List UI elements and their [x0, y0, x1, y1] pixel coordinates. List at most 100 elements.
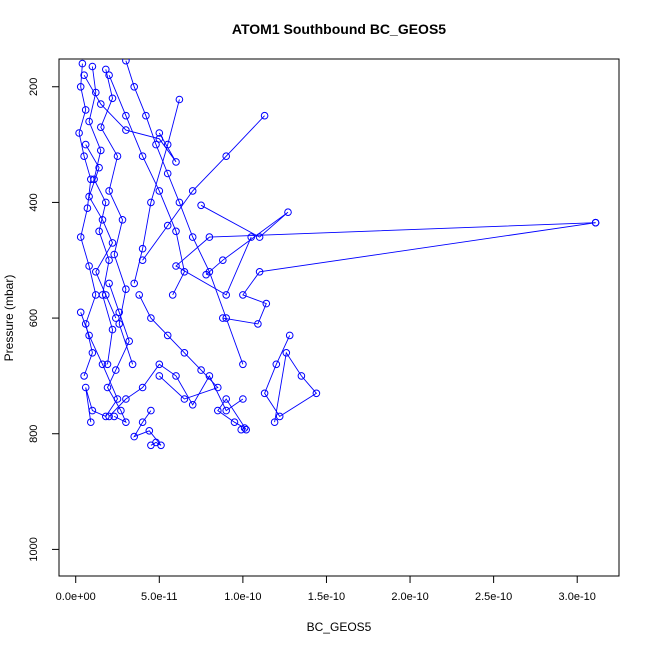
data-point — [145, 427, 154, 435]
profile-series — [97, 65, 137, 369]
data-point — [222, 291, 230, 299]
data-point — [239, 395, 247, 403]
data-point — [118, 216, 127, 224]
data-point — [88, 349, 97, 357]
profile-series — [103, 279, 133, 427]
data-point — [219, 314, 227, 322]
data-point — [81, 140, 90, 149]
data-point — [155, 372, 164, 380]
data-point — [147, 441, 155, 450]
data-point — [202, 270, 210, 279]
data-point — [591, 218, 600, 227]
data-point — [214, 383, 222, 392]
profile-series — [80, 71, 180, 166]
data-point — [285, 331, 294, 340]
data-point — [155, 129, 164, 137]
data-point — [242, 425, 250, 434]
data-point — [108, 239, 117, 247]
data-point — [147, 406, 155, 415]
data-point — [138, 152, 147, 160]
data-point — [115, 308, 123, 317]
data-point — [97, 100, 105, 108]
data-point — [163, 169, 172, 178]
profile-line — [133, 99, 180, 284]
profile-line — [142, 115, 265, 261]
data-point — [110, 412, 118, 421]
data-point — [83, 204, 92, 212]
profile-line — [108, 363, 244, 417]
y-axis-label: Pressure (mbar) — [2, 275, 16, 362]
profile-series — [219, 218, 600, 328]
data-point — [85, 331, 93, 340]
data-point — [122, 126, 130, 134]
data-point — [260, 389, 269, 398]
data-point — [197, 201, 205, 210]
data-point — [297, 372, 306, 380]
data-point — [85, 117, 93, 126]
y-tick-label: 800 — [28, 425, 40, 443]
profile-line — [106, 283, 130, 424]
data-point — [125, 337, 133, 346]
data-point — [282, 349, 291, 357]
data-point — [76, 308, 85, 317]
data-point — [188, 187, 197, 195]
data-point — [130, 279, 138, 288]
data-point — [138, 256, 147, 265]
data-point — [219, 256, 227, 265]
data-point — [272, 360, 281, 369]
data-point — [105, 279, 113, 288]
data-point — [230, 418, 239, 427]
plot-frame — [58, 58, 620, 577]
profile-series — [81, 140, 120, 322]
profile-line — [83, 74, 177, 163]
profile-series — [214, 395, 250, 434]
x-axis: 0.0e+00 5.0e-11 1.0e-10 1.5e-10 2.0e-10 2.5e-… — [56, 575, 596, 603]
data-point — [108, 325, 117, 334]
data-point — [95, 163, 103, 172]
data-point — [152, 140, 160, 149]
data-point — [260, 111, 269, 120]
data-point — [113, 152, 122, 160]
data-point — [172, 372, 180, 380]
data-point — [163, 221, 172, 230]
data-point — [98, 216, 107, 224]
data-point — [102, 291, 110, 299]
profile-series — [260, 331, 321, 427]
profile-line — [80, 312, 119, 423]
profile-line — [100, 69, 134, 365]
data-point — [95, 227, 103, 236]
profile-series — [85, 62, 117, 369]
data-point — [312, 389, 321, 398]
data-point — [80, 71, 88, 79]
x-axis-label: BC_GEOS5 — [307, 620, 372, 634]
data-point — [88, 62, 97, 71]
data-point — [102, 198, 110, 207]
x-tick-label: 2.5e-10 — [475, 591, 512, 603]
data-point — [135, 291, 143, 299]
profile-line — [78, 63, 97, 377]
data-point — [163, 331, 172, 340]
data-point — [117, 406, 125, 415]
data-point — [222, 395, 230, 403]
profile-line — [133, 410, 162, 446]
profile-series — [135, 291, 222, 403]
profile-line — [138, 294, 219, 400]
y-tick-label: 600 — [28, 309, 40, 327]
data-point — [130, 83, 138, 91]
data-point — [275, 412, 284, 421]
data-point — [155, 135, 164, 143]
data-point — [172, 158, 180, 166]
x-tick-label: 2.0e-10 — [391, 591, 428, 603]
data-point — [81, 383, 90, 392]
profile-line — [175, 222, 596, 296]
data-point — [103, 383, 112, 392]
y-tick-label: 200 — [28, 78, 40, 96]
profile-line — [88, 66, 113, 365]
data-point — [180, 395, 189, 403]
profile-series — [130, 406, 165, 450]
data-point — [76, 233, 85, 241]
data-point — [255, 233, 264, 241]
x-tick-label: 5.0e-11 — [141, 591, 178, 603]
data-point — [180, 349, 189, 357]
data-point — [138, 383, 147, 392]
